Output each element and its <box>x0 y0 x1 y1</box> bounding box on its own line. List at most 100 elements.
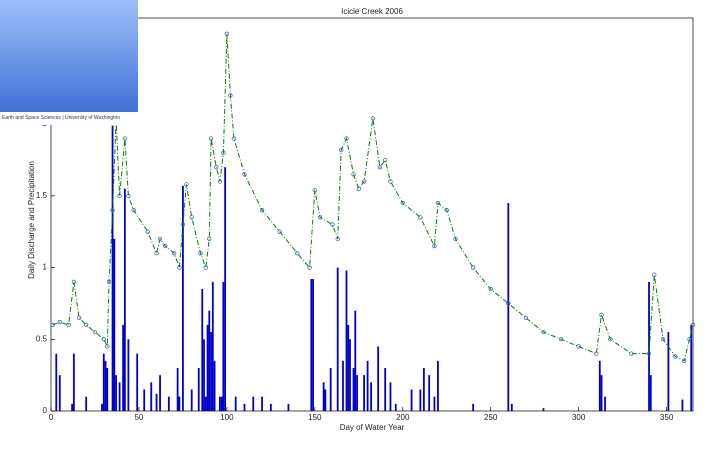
precip-bar <box>604 396 606 411</box>
x-tick-label: 0 <box>49 413 54 422</box>
precip-bar <box>287 403 290 411</box>
discharge-marker <box>180 222 186 227</box>
discharge-marker <box>344 136 349 141</box>
banner-caption: Earth and Space Sciences | University of… <box>0 112 138 125</box>
precip-bar <box>598 360 601 411</box>
discharge-marker <box>660 337 666 342</box>
precip-bar <box>104 360 107 411</box>
y-tick-label: 1 <box>43 263 48 272</box>
precip-bar <box>352 367 355 411</box>
discharge-marker <box>203 265 208 270</box>
precip-bar <box>106 367 109 411</box>
discharge-marker <box>400 200 405 206</box>
discharge-marker <box>388 179 393 184</box>
precip-bar <box>356 375 358 411</box>
precip-bar <box>150 382 153 411</box>
discharge-marker <box>171 251 177 256</box>
precip-bar <box>349 339 351 411</box>
precip-bar <box>510 403 513 411</box>
precip-bar <box>667 332 670 411</box>
discharge-marker <box>157 236 163 242</box>
precip-bar <box>85 396 88 411</box>
precip-bar <box>136 353 139 411</box>
precip-bar <box>269 403 272 411</box>
discharge-marker <box>594 351 599 356</box>
precip-bar <box>218 396 221 411</box>
precip-bar <box>72 353 75 411</box>
discharge-marker <box>356 186 361 191</box>
precip-bar <box>220 396 223 411</box>
discharge-marker <box>629 351 634 356</box>
discharge-marker <box>224 31 230 36</box>
precip-bar <box>542 408 545 411</box>
precip-bar <box>115 375 117 411</box>
discharge-marker <box>57 319 62 325</box>
discharge-marker <box>444 208 449 213</box>
discharge-marker <box>189 215 194 220</box>
discharge-marker <box>106 279 112 285</box>
precip-bar <box>472 403 475 411</box>
precip-bar <box>428 375 431 411</box>
discharge-marker <box>470 265 476 270</box>
discharge-marker <box>217 179 223 184</box>
x-tick-label: 350 <box>660 413 674 422</box>
discharge-marker <box>110 208 115 213</box>
precip-bar <box>167 396 170 411</box>
discharge-marker <box>71 279 77 285</box>
discharge-marker <box>122 136 128 141</box>
discharge-marker <box>383 157 388 163</box>
precip-bar <box>363 375 365 411</box>
x-tick-label: 100 <box>220 413 234 422</box>
precip-bar <box>159 375 161 411</box>
precip-bar <box>312 279 314 411</box>
x-axis-label: Day of Water Year <box>340 423 405 432</box>
precip-bar <box>176 367 179 411</box>
banner: Earth and Space Sciences | University of… <box>0 0 138 125</box>
precip-bar <box>261 396 263 411</box>
discharge-marker <box>184 182 189 187</box>
precip-bar <box>690 324 693 411</box>
precip-bar <box>182 185 184 411</box>
discharge-marker <box>453 236 458 242</box>
discharge-marker <box>418 215 423 220</box>
precip-bar <box>252 396 255 411</box>
precip-bar <box>366 360 369 411</box>
precip-bar <box>389 382 392 411</box>
precip-bar <box>649 375 652 411</box>
discharge-marker <box>312 187 317 193</box>
precip-bar <box>234 396 237 411</box>
precip-bar <box>210 332 212 411</box>
discharge-marker <box>435 200 441 206</box>
precip-bar <box>600 375 603 411</box>
precip-bar <box>190 389 193 411</box>
discharge-marker <box>66 322 71 328</box>
chart-title: Icicle Creek 2006 <box>341 7 403 16</box>
precip-bar <box>681 399 684 411</box>
precip-bar <box>203 339 205 411</box>
discharge-marker <box>432 243 437 249</box>
precip-bar <box>213 360 216 411</box>
precip-bar <box>336 267 339 411</box>
discharge-marker <box>599 312 604 318</box>
precip-bar <box>433 396 436 411</box>
discharge-marker <box>228 93 233 98</box>
precip-bar <box>224 167 227 411</box>
discharge-marker <box>377 165 383 170</box>
y-axis-label: Daily Discharge and Precipitation <box>27 161 36 279</box>
discharge-marker <box>361 179 367 184</box>
precip-bar <box>122 324 125 411</box>
precip-bar <box>101 403 103 411</box>
precip-bar <box>410 389 413 411</box>
precip-bar <box>71 403 74 411</box>
y-tick-label: 1.5 <box>36 191 48 200</box>
discharge-marker <box>317 215 323 220</box>
precip-bar <box>178 396 181 411</box>
y-tick-label: 0.5 <box>36 334 48 343</box>
discharge-marker <box>687 337 692 342</box>
discharge-marker <box>76 315 82 320</box>
discharge-marker <box>690 322 696 328</box>
precip-bar <box>322 382 325 411</box>
precip-bar <box>143 389 146 411</box>
discharge-marker <box>105 344 110 349</box>
